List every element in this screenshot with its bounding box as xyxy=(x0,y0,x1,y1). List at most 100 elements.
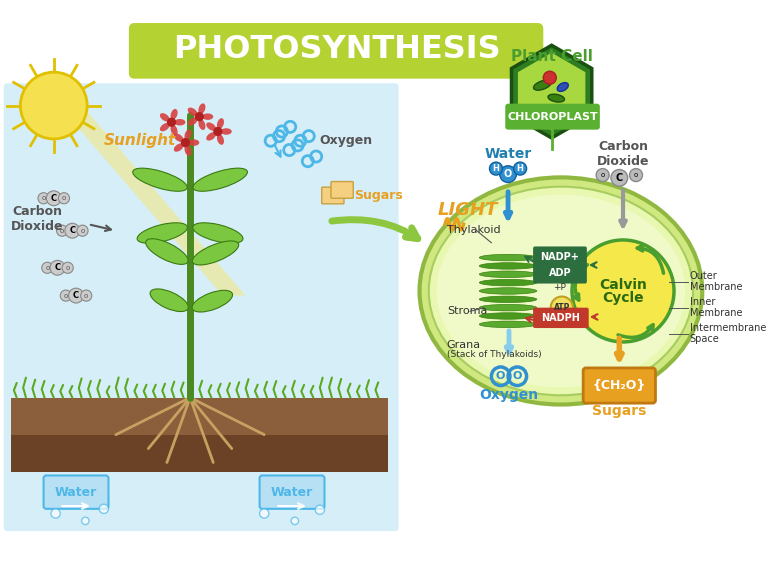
Text: NADPH: NADPH xyxy=(541,313,581,323)
Text: Oxygen: Oxygen xyxy=(479,388,538,402)
Text: o: o xyxy=(62,195,66,201)
Text: C: C xyxy=(55,263,61,272)
Polygon shape xyxy=(11,435,388,472)
Ellipse shape xyxy=(160,113,170,121)
Circle shape xyxy=(50,260,65,275)
Text: NADP+: NADP+ xyxy=(541,252,579,261)
Ellipse shape xyxy=(198,103,206,114)
Ellipse shape xyxy=(170,109,177,120)
Ellipse shape xyxy=(193,241,239,265)
Ellipse shape xyxy=(479,288,537,294)
Circle shape xyxy=(180,138,190,147)
Text: o: o xyxy=(65,265,70,271)
Circle shape xyxy=(58,193,70,204)
Text: o: o xyxy=(634,172,638,178)
FancyBboxPatch shape xyxy=(4,83,399,531)
Ellipse shape xyxy=(198,119,206,130)
Circle shape xyxy=(514,162,527,175)
Polygon shape xyxy=(518,53,585,131)
Text: o: o xyxy=(41,195,46,201)
Ellipse shape xyxy=(479,313,537,319)
Text: Calvin: Calvin xyxy=(599,278,647,292)
Ellipse shape xyxy=(534,80,551,90)
FancyBboxPatch shape xyxy=(533,308,589,328)
Circle shape xyxy=(41,262,53,273)
Circle shape xyxy=(291,517,299,525)
Ellipse shape xyxy=(548,94,564,102)
Ellipse shape xyxy=(192,290,233,312)
Polygon shape xyxy=(51,96,246,296)
Text: Water: Water xyxy=(55,486,97,498)
Circle shape xyxy=(65,223,80,238)
Polygon shape xyxy=(11,397,388,472)
Text: C: C xyxy=(69,226,75,235)
Circle shape xyxy=(21,72,87,139)
Text: PHOTOSYNTHESIS: PHOTOSYNTHESIS xyxy=(173,34,501,66)
Text: Carbon
Dioxide: Carbon Dioxide xyxy=(597,140,649,168)
Ellipse shape xyxy=(193,168,247,191)
Ellipse shape xyxy=(174,119,185,125)
Text: O: O xyxy=(513,371,522,381)
Text: LIGHT: LIGHT xyxy=(438,201,498,219)
Ellipse shape xyxy=(170,125,177,135)
Ellipse shape xyxy=(479,279,537,286)
Circle shape xyxy=(195,112,204,121)
Circle shape xyxy=(68,288,84,303)
Circle shape xyxy=(81,290,92,301)
Ellipse shape xyxy=(184,145,191,156)
Ellipse shape xyxy=(220,128,232,135)
Ellipse shape xyxy=(207,132,216,141)
Text: Intermembrane
Space: Intermembrane Space xyxy=(690,323,766,345)
Text: {CH₂O}: {CH₂O} xyxy=(593,379,646,392)
Text: o: o xyxy=(45,265,49,271)
Ellipse shape xyxy=(133,168,187,191)
Circle shape xyxy=(260,509,269,518)
Text: Grana: Grana xyxy=(447,340,481,350)
Text: Carbon
Dioxide: Carbon Dioxide xyxy=(11,205,63,232)
Ellipse shape xyxy=(188,139,200,146)
Ellipse shape xyxy=(202,113,214,120)
Ellipse shape xyxy=(137,223,187,243)
Ellipse shape xyxy=(187,107,197,116)
Text: C: C xyxy=(73,291,79,300)
Circle shape xyxy=(596,168,609,182)
Ellipse shape xyxy=(479,296,537,303)
Text: Water: Water xyxy=(485,147,531,161)
Ellipse shape xyxy=(437,195,685,388)
FancyBboxPatch shape xyxy=(533,246,587,267)
Text: o: o xyxy=(84,293,88,299)
Circle shape xyxy=(57,225,68,236)
Ellipse shape xyxy=(479,271,537,278)
Text: H: H xyxy=(492,164,499,173)
Text: o: o xyxy=(601,172,604,178)
Circle shape xyxy=(214,127,223,136)
Ellipse shape xyxy=(160,123,170,131)
Ellipse shape xyxy=(479,321,537,328)
Text: +P: +P xyxy=(554,283,567,292)
Circle shape xyxy=(551,296,573,319)
Ellipse shape xyxy=(479,254,537,261)
Text: C: C xyxy=(51,193,57,203)
FancyBboxPatch shape xyxy=(505,103,600,130)
FancyBboxPatch shape xyxy=(533,264,587,284)
Text: Stroma: Stroma xyxy=(447,306,487,317)
Text: o: o xyxy=(81,228,84,234)
Text: Outer
Membrane: Outer Membrane xyxy=(690,271,743,292)
FancyBboxPatch shape xyxy=(44,475,108,509)
Text: Oxygen: Oxygen xyxy=(319,134,373,147)
Ellipse shape xyxy=(558,83,568,91)
Text: ATP: ATP xyxy=(554,303,570,312)
Ellipse shape xyxy=(429,187,693,395)
Text: Plant Cell: Plant Cell xyxy=(511,49,593,64)
Ellipse shape xyxy=(187,117,197,125)
Circle shape xyxy=(99,504,108,514)
Polygon shape xyxy=(511,45,592,138)
Text: H: H xyxy=(517,164,524,173)
Circle shape xyxy=(38,193,49,204)
Text: O: O xyxy=(504,169,512,179)
Ellipse shape xyxy=(184,130,191,140)
Text: CHLOROPLAST: CHLOROPLAST xyxy=(507,112,598,121)
Text: C: C xyxy=(616,173,623,183)
Ellipse shape xyxy=(419,177,702,404)
Circle shape xyxy=(77,225,88,236)
